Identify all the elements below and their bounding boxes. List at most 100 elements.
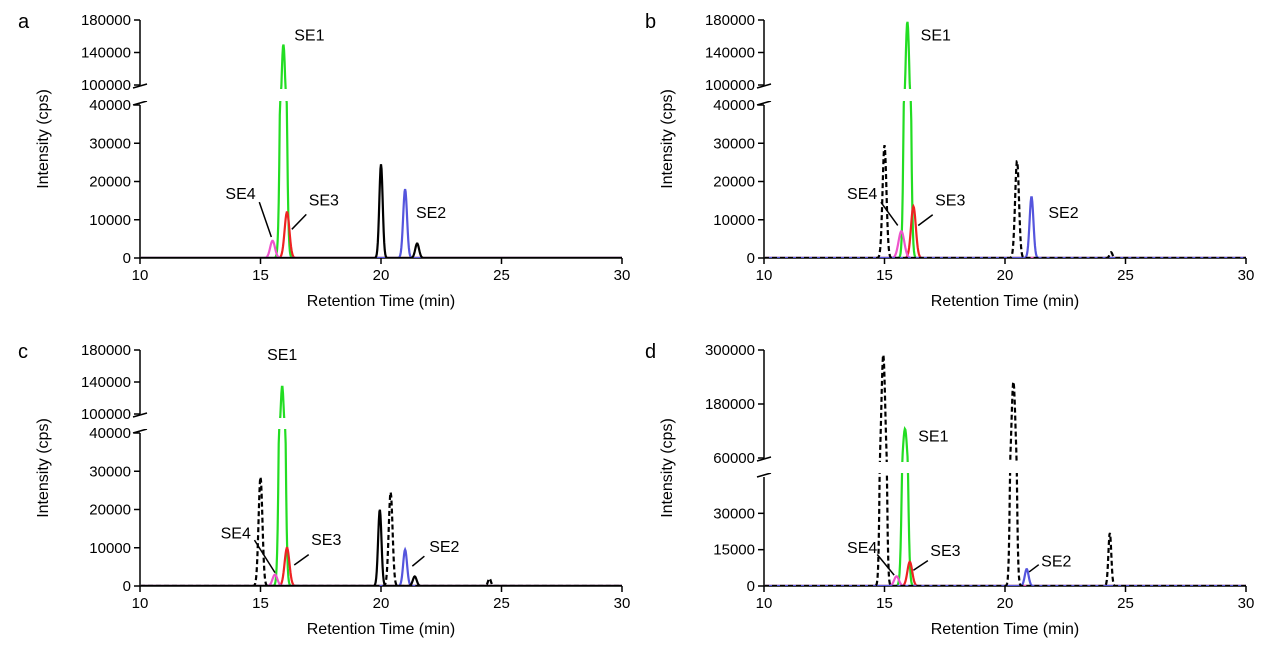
x-axis-label: Retention Time (min): [307, 621, 456, 638]
traces: [765, 354, 1247, 586]
y-tick-label: 180000: [81, 342, 131, 359]
series-line: [141, 164, 622, 258]
series-line: [141, 44, 622, 258]
peak-label: SE3: [309, 192, 339, 209]
x-tick-label: 10: [756, 267, 773, 284]
series-line: [765, 21, 1246, 258]
series-line: [141, 188, 622, 258]
y-tick-label: 100000: [81, 406, 131, 423]
series-line: [141, 211, 622, 258]
y-axis-label: Intensity (cps): [659, 418, 676, 518]
x-tick-label: 15: [252, 267, 269, 284]
x-axis-label: Retention Time (min): [931, 293, 1080, 310]
annotation-leader-line: [917, 214, 934, 227]
y-axis-label: Intensity (cps): [35, 89, 52, 189]
x-tick-label: 15: [252, 595, 269, 612]
traces: [141, 44, 623, 258]
annotation-leader-line: [291, 213, 307, 230]
x-tick-label: 30: [614, 595, 631, 612]
x-tick-label: 30: [614, 267, 631, 284]
y-tick-label: 10000: [89, 212, 131, 229]
peak-label: SE4: [225, 186, 255, 203]
series-line: [765, 568, 1246, 586]
annotation-leader-line: [913, 559, 929, 571]
x-tick-label: 10: [756, 595, 773, 612]
panel-letter: c: [18, 341, 28, 363]
y-tick-label: 15000: [713, 542, 755, 559]
series-line: [765, 196, 1246, 258]
y-tick-label: 140000: [705, 45, 755, 62]
panel-letter: a: [18, 11, 30, 33]
panel-letter: d: [645, 341, 656, 363]
series-line: [765, 560, 1246, 586]
axis-break-mark: [132, 83, 148, 89]
y-tick-label: 100000: [81, 77, 131, 94]
y-tick-label: 30000: [89, 463, 131, 480]
annotation-leader-line: [1028, 564, 1040, 573]
x-tick-label: 20: [373, 595, 390, 612]
axis-break-gap: [142, 89, 623, 101]
y-tick-label: 180000: [705, 12, 755, 29]
peak-label: SE1: [267, 347, 297, 364]
series-line: [765, 203, 1246, 258]
x-tick-label: 20: [373, 267, 390, 284]
y-tick-label: 180000: [705, 396, 755, 413]
peak-label: SE3: [935, 192, 965, 209]
y-tick-label: 0: [747, 250, 755, 267]
y-tick-label: 60000: [713, 450, 755, 467]
x-tick-label: 25: [1117, 267, 1134, 284]
x-tick-label: 20: [997, 595, 1014, 612]
peak-label: SE2: [416, 205, 446, 222]
y-tick-label: 40000: [89, 425, 131, 442]
x-tick-label: 30: [1238, 267, 1255, 284]
axis-break-gap: [766, 89, 1247, 101]
annotation-leader-line: [293, 554, 310, 566]
y-tick-label: 40000: [89, 97, 131, 114]
series-line: [141, 385, 622, 586]
peak-label: SE4: [847, 186, 877, 203]
panel-letter: b: [645, 11, 656, 33]
panel-d: d 0 15000 30000 60000 180000 300000 10 15 20 25 30 R…: [645, 341, 1254, 638]
axis-break-gap: [142, 418, 623, 429]
axis-break-mark: [756, 456, 772, 462]
series-line: [765, 354, 1246, 586]
y-tick-label: 0: [123, 250, 131, 267]
x-tick-label: 10: [132, 267, 149, 284]
peak-label: SE4: [847, 540, 877, 557]
y-axis-label: Intensity (cps): [35, 418, 52, 518]
y-tick-label: 40000: [713, 97, 755, 114]
annotation-leader-line: [411, 555, 425, 567]
y-tick-label: 20000: [89, 502, 131, 519]
y-tick-label: 140000: [81, 45, 131, 62]
y-tick-label: 0: [123, 578, 131, 595]
traces: [141, 385, 623, 586]
y-tick-label: 0: [747, 578, 755, 595]
panel-c: c 0 10000 20000 30000 40000 100000 140000 180000…: [18, 341, 630, 638]
panel-b: b 0 10000 20000 30000 40000 100000 140000 180000…: [645, 11, 1254, 310]
annotation-leader-line: [258, 201, 273, 238]
peak-label: SE3: [311, 532, 341, 549]
series-line: [141, 239, 622, 258]
x-tick-label: 10: [132, 595, 149, 612]
y-tick-label: 10000: [89, 540, 131, 557]
y-tick-label: 100000: [705, 77, 755, 94]
peak-label: SE2: [1041, 554, 1071, 571]
panel-a: a 0 10000 20000 30000 40000 100000 140000 180000…: [18, 11, 630, 310]
traces: [765, 21, 1247, 258]
x-tick-label: 30: [1238, 595, 1255, 612]
x-tick-label: 25: [1117, 595, 1134, 612]
series-line: [765, 425, 1246, 586]
series-line: [141, 573, 622, 586]
axis-break-gap: [766, 462, 1247, 473]
series-line: [765, 145, 1246, 258]
y-tick-label: 20000: [713, 174, 755, 191]
axis-break-mark: [756, 83, 772, 89]
x-tick-label: 25: [493, 267, 510, 284]
peak-label: SE1: [918, 429, 948, 446]
x-tick-label: 25: [493, 595, 510, 612]
peak-label: SE4: [221, 525, 251, 542]
peak-label: SE2: [429, 539, 459, 556]
peak-label: SE2: [1048, 205, 1078, 222]
y-tick-label: 30000: [713, 135, 755, 152]
